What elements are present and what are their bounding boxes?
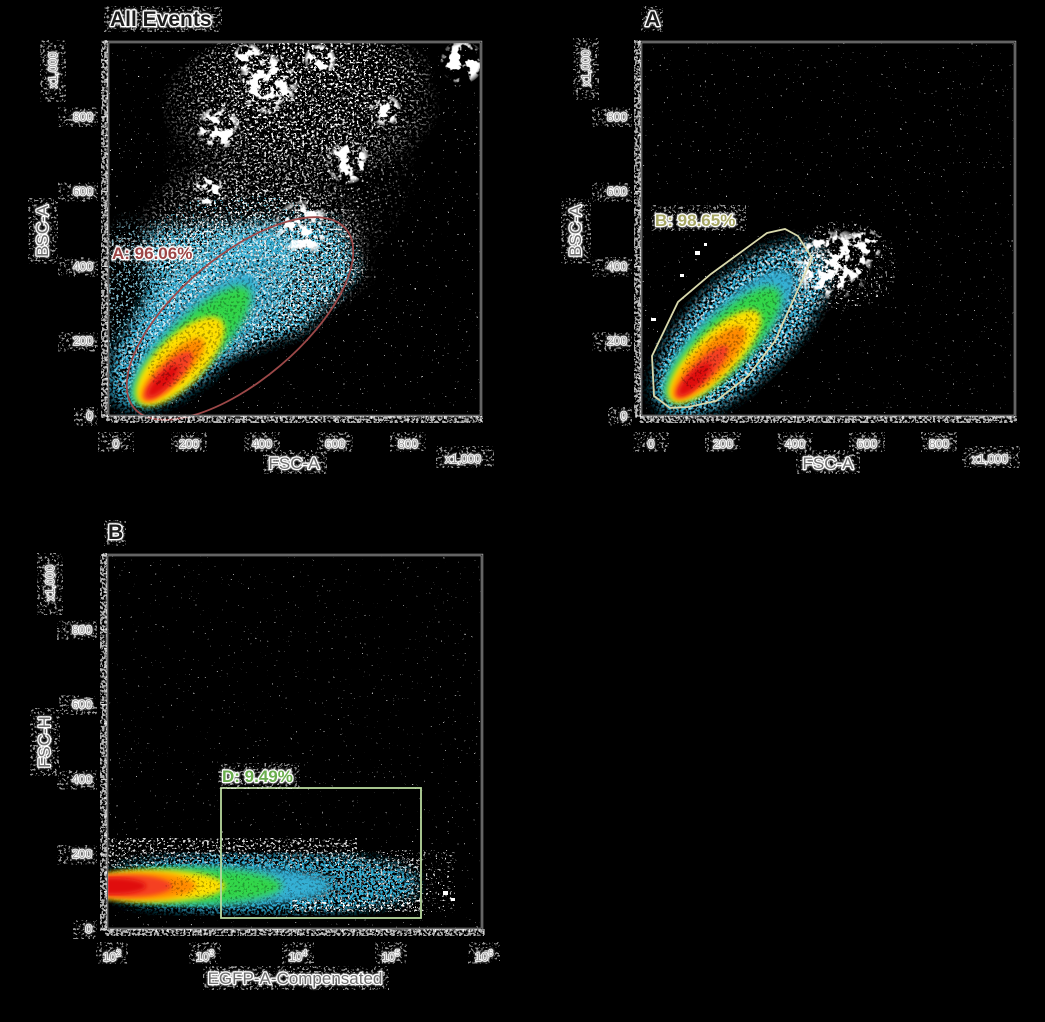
svg-text:B: 98.65%: B: 98.65% xyxy=(655,211,735,230)
svg-text:800: 800 xyxy=(72,623,92,637)
svg-text:600: 600 xyxy=(325,437,345,451)
svg-text:x1,000: x1,000 xyxy=(972,452,1008,466)
svg-text:200: 200 xyxy=(73,334,93,348)
svg-text:x1,000: x1,000 xyxy=(43,565,57,601)
svg-text:0: 0 xyxy=(85,922,92,936)
svg-text:BSC-A: BSC-A xyxy=(33,204,52,257)
svg-text:FSC-H: FSC-H xyxy=(35,716,54,768)
svg-text:400: 400 xyxy=(785,437,805,451)
svg-text:800: 800 xyxy=(73,110,93,124)
svg-text:B: B xyxy=(108,521,123,544)
svg-text:200: 200 xyxy=(607,334,627,348)
svg-text:EGFP-A-Compensated: EGFP-A-Compensated xyxy=(208,969,383,988)
svg-text:200: 200 xyxy=(713,437,733,451)
svg-text:800: 800 xyxy=(607,110,627,124)
svg-text:600: 600 xyxy=(607,185,627,199)
svg-text:200: 200 xyxy=(179,437,199,451)
svg-text:x1,000: x1,000 xyxy=(445,452,481,466)
svg-text:A: A xyxy=(645,8,660,31)
svg-text:800: 800 xyxy=(929,437,949,451)
svg-text:x1,000: x1,000 xyxy=(46,52,60,88)
svg-text:BSC-A: BSC-A xyxy=(566,204,585,257)
svg-text:600: 600 xyxy=(857,437,877,451)
svg-text:D: 9.49%: D: 9.49% xyxy=(222,767,293,786)
svg-text:800: 800 xyxy=(398,437,418,451)
svg-text:400: 400 xyxy=(73,259,93,273)
svg-text:x1,000: x1,000 xyxy=(579,50,593,86)
svg-text:A: 96.06%: A: 96.06% xyxy=(112,244,192,263)
svg-text:FSC-A: FSC-A xyxy=(803,454,855,473)
svg-text:0: 0 xyxy=(648,437,655,451)
svg-text:0: 0 xyxy=(620,409,627,423)
svg-text:400: 400 xyxy=(252,437,272,451)
svg-text:600: 600 xyxy=(72,698,92,712)
svg-text:200: 200 xyxy=(72,847,92,861)
svg-text:400: 400 xyxy=(607,259,627,273)
svg-text:400: 400 xyxy=(72,772,92,786)
svg-text:0: 0 xyxy=(86,409,93,423)
svg-text:FSC-A: FSC-A xyxy=(269,454,321,473)
svg-text:0: 0 xyxy=(113,437,120,451)
svg-text:600: 600 xyxy=(73,185,93,199)
svg-text:All Events: All Events xyxy=(110,8,212,31)
